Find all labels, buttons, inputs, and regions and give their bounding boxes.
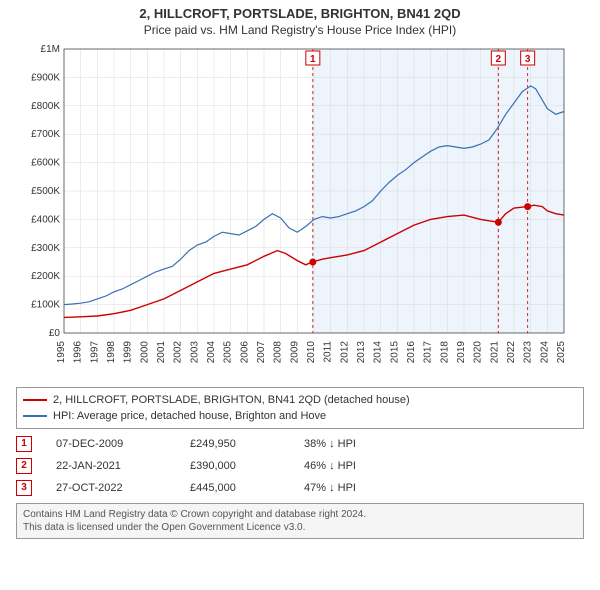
marker-box-icon: 3	[16, 480, 32, 496]
legend-label-2: HPI: Average price, detached house, Brig…	[53, 408, 326, 424]
chart-title: 2, HILLCROFT, PORTSLADE, BRIGHTON, BN41 …	[0, 0, 600, 21]
svg-text:2018: 2018	[439, 341, 450, 364]
marker-price: £249,950	[190, 433, 280, 455]
svg-text:£1M: £1M	[41, 44, 60, 55]
legend-row-2: HPI: Average price, detached house, Brig…	[23, 408, 577, 424]
chart-subtitle: Price paid vs. HM Land Registry's House …	[0, 21, 600, 41]
svg-text:1999: 1999	[123, 341, 134, 364]
svg-text:£800K: £800K	[31, 101, 60, 112]
legend-swatch-2	[23, 415, 47, 417]
marker-price: £390,000	[190, 455, 280, 477]
svg-text:2006: 2006	[239, 341, 250, 364]
chart-svg: £0 £100K £200K £300K £400K £500K £600K £700K £80…	[20, 41, 580, 381]
svg-text:2009: 2009	[289, 341, 300, 364]
svg-text:£400K: £400K	[31, 214, 60, 225]
svg-text:2022: 2022	[506, 341, 517, 364]
svg-text:2004: 2004	[206, 341, 217, 364]
svg-text:2000: 2000	[139, 341, 150, 364]
svg-text:2002: 2002	[173, 341, 184, 364]
svg-text:£300K: £300K	[31, 243, 60, 254]
marker-hpi: 46% ↓ HPI	[304, 455, 384, 477]
marker-row: 3 27-OCT-2022 £445,000 47% ↓ HPI	[16, 477, 584, 499]
svg-text:1: 1	[310, 54, 316, 65]
marker-row: 1 07-DEC-2009 £249,950 38% ↓ HPI	[16, 433, 584, 455]
svg-text:2003: 2003	[189, 341, 200, 364]
svg-text:1998: 1998	[106, 341, 117, 364]
svg-text:2005: 2005	[223, 341, 234, 364]
svg-text:2: 2	[496, 54, 502, 65]
marker-box-icon: 2	[16, 458, 32, 474]
svg-text:2007: 2007	[256, 341, 267, 364]
svg-text:1997: 1997	[89, 341, 100, 364]
chart-container: 2, HILLCROFT, PORTSLADE, BRIGHTON, BN41 …	[0, 0, 600, 590]
svg-text:2019: 2019	[456, 341, 467, 364]
marker-hpi: 47% ↓ HPI	[304, 477, 384, 499]
legend-swatch-1	[23, 399, 47, 401]
svg-text:£700K: £700K	[31, 129, 60, 140]
svg-text:2001: 2001	[156, 341, 167, 364]
footer-box: Contains HM Land Registry data © Crown c…	[16, 503, 584, 539]
marker-box-icon: 1	[16, 436, 32, 452]
footer-line-1: Contains HM Land Registry data © Crown c…	[23, 508, 577, 521]
marker-hpi: 38% ↓ HPI	[304, 433, 384, 455]
svg-text:£100K: £100K	[31, 300, 60, 311]
svg-text:2012: 2012	[339, 341, 350, 364]
svg-text:2011: 2011	[323, 341, 334, 363]
svg-text:3: 3	[525, 54, 531, 65]
legend-label-1: 2, HILLCROFT, PORTSLADE, BRIGHTON, BN41 …	[53, 392, 410, 408]
marker-row: 2 22-JAN-2021 £390,000 46% ↓ HPI	[16, 455, 584, 477]
svg-text:2020: 2020	[473, 341, 484, 364]
svg-text:1996: 1996	[73, 341, 84, 364]
svg-text:£600K: £600K	[31, 158, 60, 169]
svg-text:2017: 2017	[423, 341, 434, 364]
svg-text:2021: 2021	[489, 341, 500, 364]
svg-text:2015: 2015	[389, 341, 400, 364]
svg-text:2014: 2014	[373, 341, 384, 364]
svg-text:2010: 2010	[306, 341, 317, 364]
svg-text:£900K: £900K	[31, 72, 60, 83]
svg-text:2024: 2024	[539, 341, 550, 364]
legend-box: 2, HILLCROFT, PORTSLADE, BRIGHTON, BN41 …	[16, 387, 584, 429]
svg-text:2013: 2013	[356, 341, 367, 364]
svg-text:1995: 1995	[56, 341, 67, 364]
marker-table: 1 07-DEC-2009 £249,950 38% ↓ HPI 2 22-JAN-202…	[16, 433, 584, 499]
svg-text:2023: 2023	[523, 341, 534, 364]
svg-text:2016: 2016	[406, 341, 417, 364]
svg-text:£0: £0	[49, 328, 61, 339]
svg-text:£500K: £500K	[31, 186, 60, 197]
marker-date: 27-OCT-2022	[56, 477, 166, 499]
svg-text:£200K: £200K	[31, 271, 60, 282]
marker-price: £445,000	[190, 477, 280, 499]
marker-date: 22-JAN-2021	[56, 455, 166, 477]
legend-row-1: 2, HILLCROFT, PORTSLADE, BRIGHTON, BN41 …	[23, 392, 577, 408]
footer-line-2: This data is licensed under the Open Gov…	[23, 521, 577, 534]
svg-text:2025: 2025	[556, 341, 567, 364]
chart-plot-area: £0 £100K £200K £300K £400K £500K £600K £700K £80…	[20, 41, 580, 381]
svg-text:2008: 2008	[273, 341, 284, 364]
marker-date: 07-DEC-2009	[56, 433, 166, 455]
